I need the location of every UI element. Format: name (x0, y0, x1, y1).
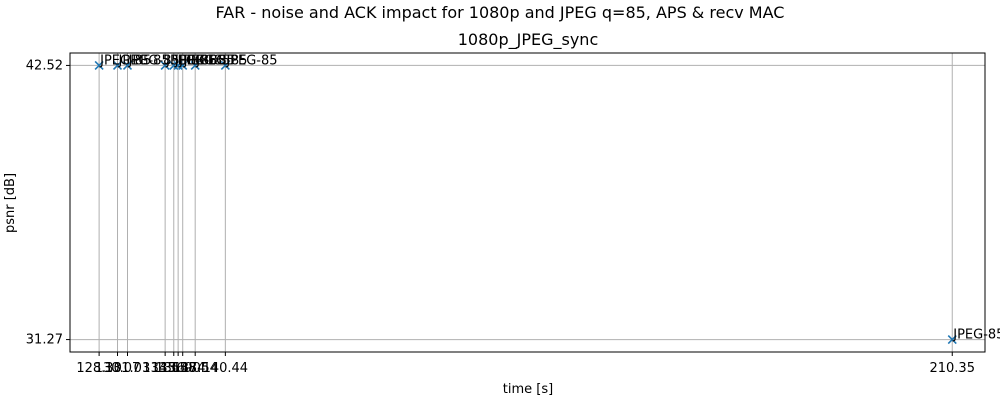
data-point-label: JPEG-85 (118, 53, 170, 68)
y-axis-label: psnr [dB] (3, 173, 18, 233)
x-axis-label: time [s] (503, 382, 553, 397)
data-point-label: JPEG-85 (174, 53, 226, 68)
data-point (160, 60, 170, 70)
data-point (947, 335, 957, 345)
ticks-layer: 128.30130.07131.03134.65135.48135.90136.… (26, 58, 975, 376)
data-point-label: JPEG-85 (99, 53, 151, 68)
x-tick-label: 135.90 (155, 361, 201, 376)
x-tick-label: 135.48 (151, 361, 197, 376)
x-tick-label: 210.35 (929, 361, 975, 376)
x-tick-label: 137.54 (172, 361, 218, 376)
y-tick-label: 31.27 (26, 333, 63, 348)
data-point-label: JPEG-85 (127, 53, 179, 68)
y-tick-label: 42.52 (26, 58, 63, 73)
data-point-label: JPEG-85 (952, 328, 1000, 343)
data-point-label: JPEG-85 (178, 53, 230, 68)
x-tick-label: 128.30 (76, 361, 122, 376)
data-point-label: JPEG-85 (225, 53, 277, 68)
chart-title: 1080p_JPEG_sync (458, 30, 599, 50)
grid-layer (70, 53, 985, 352)
data-point (94, 60, 104, 70)
data-point-label: JPEG-85 (195, 53, 247, 68)
x-tick-label: 136.34 (160, 361, 206, 376)
x-tick-label: 130.07 (95, 361, 141, 376)
x-tick-label: 140.44 (203, 361, 249, 376)
data-point-label: JPEG-85 (183, 53, 235, 68)
points-layer (94, 60, 957, 345)
data-point (220, 60, 230, 70)
x-tick-label: 131.03 (105, 361, 151, 376)
x-tick-label: 134.65 (142, 361, 188, 376)
data-point (190, 60, 200, 70)
point-labels-layer: JPEG-85JPEG-85JPEG-85JPEG-85JPEG-85JPEG-… (99, 53, 1000, 342)
data-point (178, 60, 188, 70)
figure-suptitle: FAR - noise and ACK impact for 1080p and… (216, 3, 785, 22)
data-point (122, 60, 133, 70)
plot-frame (69, 52, 986, 353)
data-point (112, 60, 123, 70)
data-point-label: JPEG-85 (165, 53, 217, 68)
